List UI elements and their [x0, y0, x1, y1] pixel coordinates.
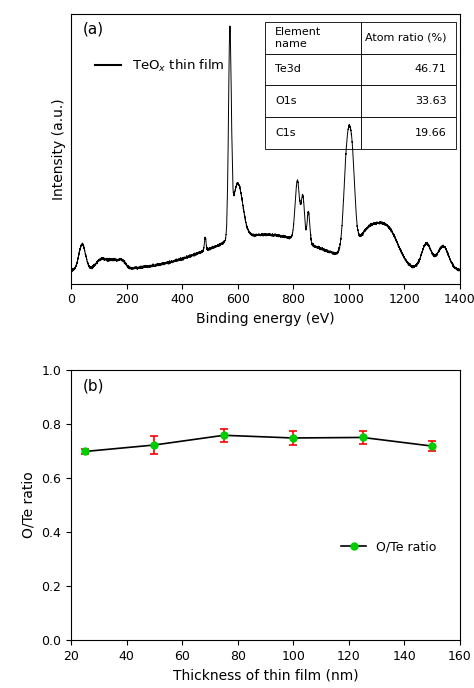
Text: (b): (b) [83, 378, 104, 393]
X-axis label: Thickness of thin film (nm): Thickness of thin film (nm) [173, 668, 358, 682]
Y-axis label: O/Te ratio: O/Te ratio [22, 471, 36, 538]
Y-axis label: Intensity (a.u.): Intensity (a.u.) [52, 98, 65, 200]
Legend: O/Te ratio: O/Te ratio [337, 535, 442, 558]
Legend: TeO$_x$ thin film: TeO$_x$ thin film [90, 53, 229, 79]
X-axis label: Binding energy (eV): Binding energy (eV) [196, 312, 335, 326]
Text: (a): (a) [83, 22, 104, 37]
